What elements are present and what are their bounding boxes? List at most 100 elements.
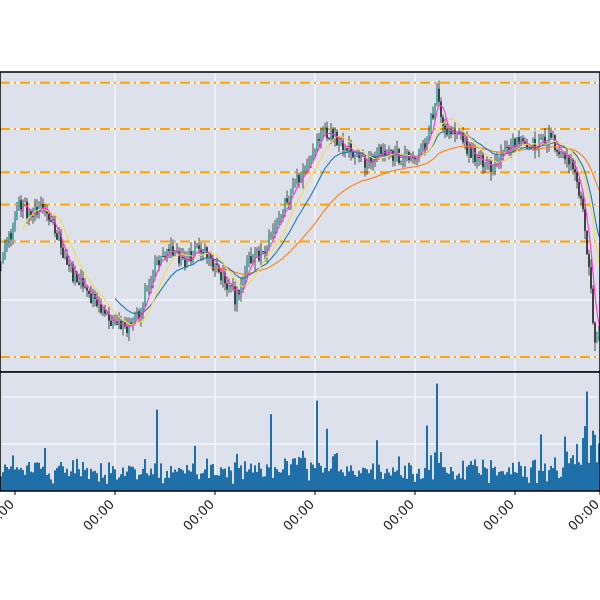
candle-body (40, 204, 42, 206)
candle-body (338, 142, 340, 146)
volume-bar (288, 475, 290, 491)
volume-bar (270, 414, 272, 491)
volume-bar (352, 470, 354, 491)
candle-body (264, 251, 266, 254)
volume-bar (468, 464, 470, 491)
candle-body (130, 322, 132, 326)
candle-body (96, 298, 98, 307)
candle-body (26, 201, 28, 218)
candle-body (442, 117, 444, 126)
candle-body (84, 286, 86, 288)
volume-bar (336, 453, 338, 491)
volume-bar (580, 464, 582, 491)
volume-bar (412, 474, 414, 491)
candle-body (28, 211, 30, 218)
candle-body (86, 287, 88, 291)
candle-body (214, 263, 216, 271)
candle-body (412, 156, 414, 158)
volume-bar (12, 455, 14, 491)
candle-body (42, 204, 44, 209)
volume-bar (488, 482, 490, 491)
candle-body (390, 150, 392, 151)
volume-bar (490, 460, 492, 491)
candle-body (514, 138, 516, 147)
volume-bar (112, 466, 114, 491)
candle-body (288, 201, 290, 203)
volume-bar (426, 425, 428, 491)
volume-bar (148, 475, 150, 491)
volume-bar (106, 483, 108, 491)
candle-body (68, 264, 70, 267)
volume-bar (448, 473, 450, 491)
volume-bar (404, 465, 406, 491)
candle-body (226, 283, 228, 290)
candle-body (552, 135, 554, 138)
volume-bar (236, 453, 238, 491)
x-tick-label: 00:00 (281, 497, 318, 534)
candle-body (102, 309, 104, 313)
candle-body (498, 159, 500, 161)
volume-bar (198, 479, 200, 491)
volume-bar (346, 466, 348, 491)
volume-bar (416, 473, 418, 491)
volume-bar (480, 474, 482, 491)
volume-bar (402, 477, 404, 491)
volume-bar (472, 464, 474, 491)
volume-bar (598, 443, 600, 491)
volume-bar (128, 465, 130, 491)
candle-body (436, 88, 438, 104)
candle-body (410, 156, 412, 161)
volume-bar (340, 469, 342, 491)
volume-bar (484, 467, 486, 491)
volume-bar (548, 470, 550, 491)
volume-bar (122, 467, 124, 491)
candle-body (32, 216, 34, 217)
volume-bar (546, 481, 548, 491)
volume-bar (166, 470, 168, 491)
candle-body (222, 272, 224, 281)
candle-body (112, 323, 114, 327)
candle-body (46, 211, 48, 214)
candle-body (66, 256, 68, 265)
volume-bar (212, 464, 214, 491)
candle-body (134, 313, 136, 323)
candle-body (486, 161, 488, 163)
candle-body (110, 320, 112, 327)
volume-bar (538, 470, 540, 491)
candle-body (274, 228, 276, 231)
volume-bar (88, 479, 90, 491)
volume-bar (410, 465, 412, 491)
volume-bar (350, 465, 352, 491)
candle-body (156, 260, 158, 262)
candle-body (380, 146, 382, 154)
candle-body (16, 210, 18, 219)
candle-body (378, 146, 380, 156)
candle-body (72, 264, 74, 282)
volume-bar (154, 463, 156, 491)
volume-bar (24, 474, 26, 491)
candle-body (296, 174, 298, 184)
candle-body (224, 272, 226, 284)
volume-bar (572, 455, 574, 491)
candle-body (106, 313, 108, 315)
candle-body (88, 290, 90, 294)
volume-bar (28, 462, 30, 491)
ma-mid-line (22, 118, 600, 326)
candle-body (122, 322, 124, 330)
volume-bar (46, 474, 48, 491)
candle-body (556, 149, 558, 152)
volume-bar (456, 475, 458, 491)
candle-body (76, 272, 78, 283)
candle-body (236, 289, 238, 305)
volume-bar (222, 469, 224, 491)
candle-body (518, 137, 520, 145)
candle-body (12, 226, 14, 240)
volume-bar (362, 467, 364, 491)
candle-body (474, 148, 476, 162)
volume-bar (184, 473, 186, 491)
volume-bar (382, 478, 384, 491)
candle-body (82, 278, 84, 287)
volume-bar (274, 467, 276, 491)
candle-body (272, 230, 274, 234)
candle-body (394, 153, 396, 161)
